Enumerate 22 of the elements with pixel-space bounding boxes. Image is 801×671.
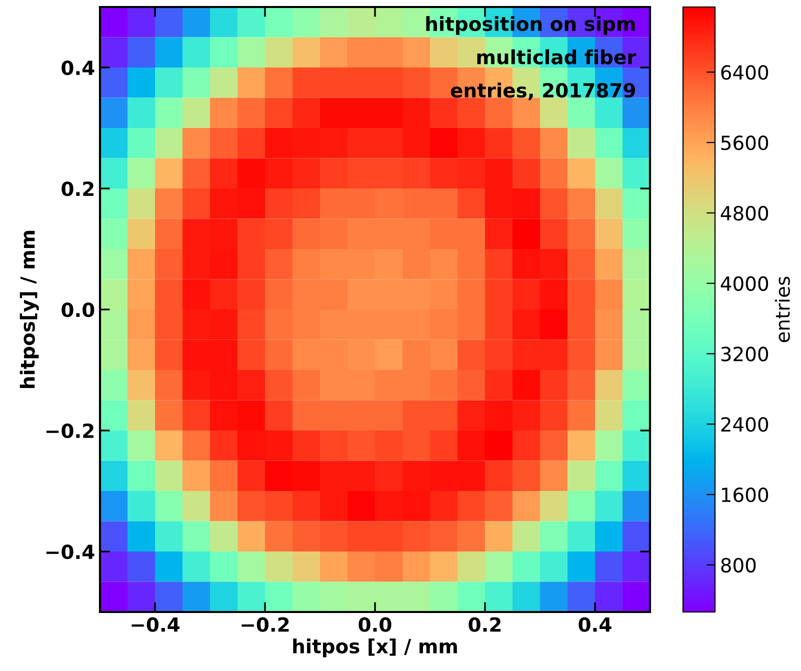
y-tick-label: −0.4 xyxy=(46,544,94,560)
y-tick-label: 0.2 xyxy=(62,181,94,196)
x-axis-title: hitpos [x] / mm xyxy=(293,638,457,658)
y-tick-label: 0.4 xyxy=(62,60,94,76)
x-tick-label: −0.4 xyxy=(132,617,180,632)
color-bar-label: 5600 xyxy=(721,135,768,150)
x-tick-label: 0.2 xyxy=(468,617,501,632)
x-tick-label: −0.2 xyxy=(242,617,289,632)
y-axis-title: hitpos[y] / mm xyxy=(20,230,39,388)
y-tick-label: −0.2 xyxy=(46,423,94,438)
color-bar-label: 1600 xyxy=(722,487,768,502)
color-bar-label: 2400 xyxy=(721,417,768,432)
color-bar-label: 800 xyxy=(721,558,756,573)
annotation: multiclad fiber xyxy=(477,49,636,64)
color-bar-label: 3200 xyxy=(721,346,768,362)
color-bar-label: 4800 xyxy=(720,206,768,221)
color-bar-title: entries xyxy=(774,276,790,342)
color-bar-label: 6400 xyxy=(721,65,768,80)
x-tick-label: 0.0 xyxy=(358,617,392,632)
y-tick-label: 0.0 xyxy=(62,302,94,318)
x-tick-label: 0.4 xyxy=(578,617,612,632)
color-bar-label: 4000 xyxy=(720,276,768,291)
